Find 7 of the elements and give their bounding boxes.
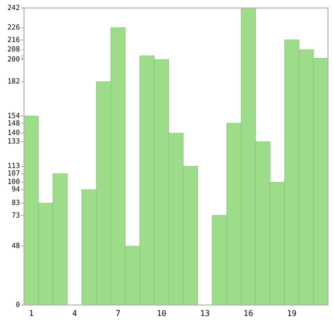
- x-tick-label: 1: [28, 309, 34, 318]
- x-tick-label: 10: [156, 309, 167, 318]
- x-tick-label: 7: [116, 309, 121, 318]
- x-tick-label: 13: [200, 309, 210, 318]
- x-tick-label: 16: [244, 309, 254, 318]
- x-tick-label: 19: [286, 309, 297, 318]
- x-tick-label: 4: [72, 309, 78, 318]
